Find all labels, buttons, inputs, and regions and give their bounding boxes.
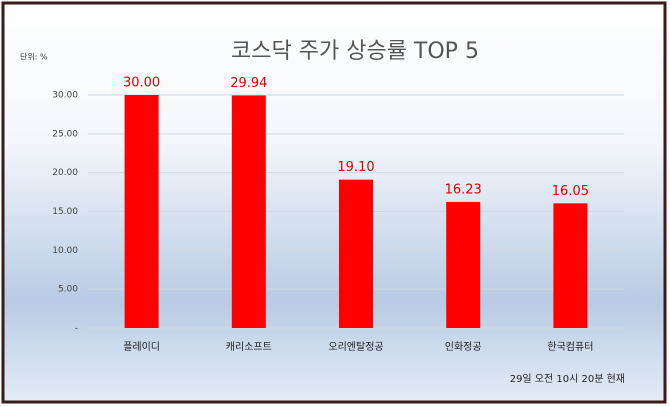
value-label: 29.94 [230, 76, 267, 91]
value-label: 30.00 [123, 76, 160, 91]
bar [553, 203, 588, 328]
bar [446, 201, 481, 328]
value-label: 19.10 [337, 160, 374, 175]
y-tick-label: - [75, 324, 78, 334]
y-tick-label: 15.00 [52, 207, 78, 217]
y-tick-label: 5.00 [58, 285, 78, 295]
x-tick-label: 플레이디 [123, 341, 160, 353]
value-label: 16.23 [445, 182, 482, 197]
footnote: 29일 오전 10시 20분 현재 [510, 373, 625, 385]
chart-title: 코스닥 주가 상승률 TOP 5 [231, 39, 479, 64]
y-tick-label: 25.00 [52, 129, 78, 139]
y-tick-label: 30.00 [52, 91, 78, 101]
bar [231, 95, 266, 328]
unit-label: 단위: % [20, 52, 48, 62]
x-tick-label: 인화정공 [445, 341, 482, 353]
bar [124, 95, 159, 328]
x-tick-label: 오리엔탈정공 [328, 340, 383, 353]
value-label: 16.05 [552, 184, 589, 199]
x-tick-label: 한국컴퓨터 [547, 341, 593, 353]
x-tick-label: 캐리소프트 [226, 341, 272, 353]
y-tick-label: 10.00 [52, 246, 78, 256]
bar [339, 179, 373, 328]
y-tick-label: 20.00 [52, 168, 78, 178]
